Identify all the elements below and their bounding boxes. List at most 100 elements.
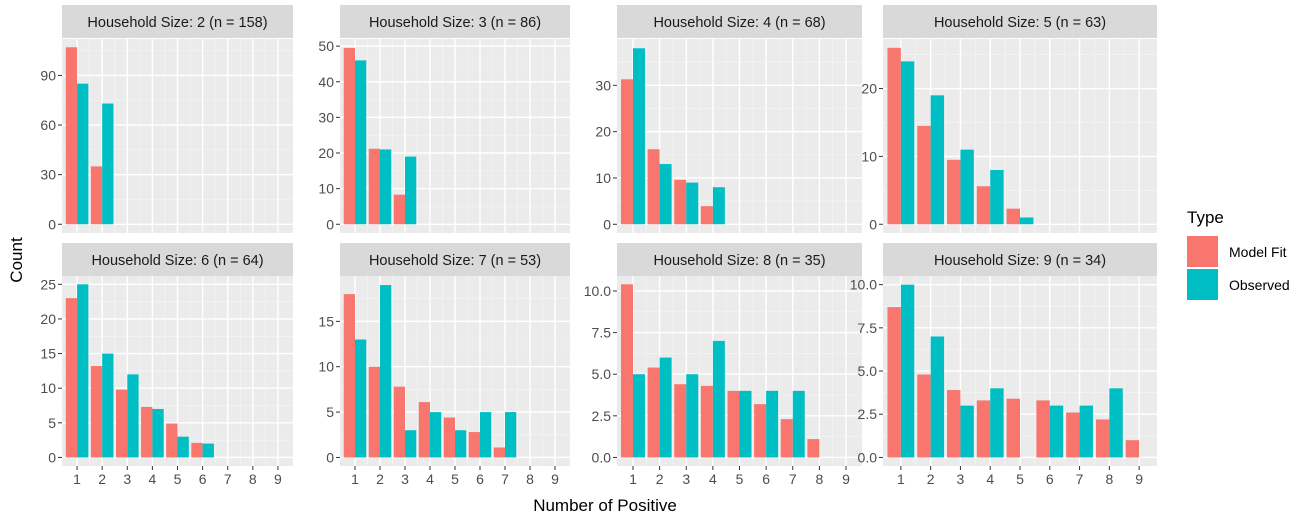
bar-observed: [632, 374, 645, 458]
bar-observed: [1020, 217, 1034, 225]
x-tick-label: 8: [1105, 471, 1113, 487]
facet-panel: Household Size: 2 (n = 158) 0 30 60 90: [40, 5, 293, 233]
bar-model-fit: [468, 432, 480, 458]
bar-model-fit: [393, 386, 405, 458]
bar-model-fit: [1095, 419, 1110, 458]
y-tick-label: 10.0: [850, 277, 877, 293]
bar-observed: [792, 390, 805, 458]
x-tick-label: 9: [842, 471, 850, 487]
bar-model-fit: [418, 402, 430, 458]
x-tick-label: 8: [815, 471, 823, 487]
facet-strip: [340, 5, 570, 38]
y-tick-label: 10: [40, 380, 56, 396]
bar-model-fit: [674, 179, 687, 225]
y-tick-label: 0: [869, 216, 877, 232]
x-tick-label: 1: [629, 471, 637, 487]
bar-model-fit: [368, 148, 380, 225]
bar-observed: [712, 340, 725, 458]
facet-strip: [883, 243, 1157, 276]
bar-model-fit: [166, 423, 178, 458]
x-tick-label: 2: [376, 471, 384, 487]
facet-panel: Household Size: 8 (n = 35) 0.0 2.5 5.0 7.5 10…: [584, 243, 862, 487]
bar-observed: [686, 182, 699, 225]
y-tick-label: 15: [40, 346, 56, 362]
bar-observed: [766, 390, 779, 458]
y-tick-label: 30: [318, 109, 334, 125]
bar-observed: [1079, 405, 1093, 458]
bar-observed: [900, 284, 915, 458]
x-tick-label: 7: [224, 471, 232, 487]
bar-model-fit: [1125, 440, 1140, 458]
bar-observed: [405, 430, 417, 458]
x-tick-label: 3: [123, 471, 131, 487]
x-tick-label: 1: [73, 471, 81, 487]
bar-observed: [930, 336, 945, 458]
legend-label: Observed: [1229, 277, 1290, 293]
x-axis-title: Number of Positive: [533, 496, 677, 515]
facet-panel: Household Size: 6 (n = 64) 0 5 10 15 20 25 1 2 3 4…: [40, 243, 293, 487]
bar-observed: [930, 95, 945, 225]
y-tick-label: 7.5: [592, 325, 612, 341]
y-tick-label: 40: [318, 74, 334, 90]
bar-model-fit: [65, 47, 78, 225]
facet-title: Household Size: 7 (n = 53): [369, 253, 541, 269]
bar-model-fit: [141, 406, 153, 458]
bar-observed: [177, 436, 189, 458]
x-tick-label: 9: [274, 471, 282, 487]
bar-observed: [990, 169, 1004, 225]
bar-observed: [380, 149, 392, 225]
x-tick-label: 9: [1135, 471, 1143, 487]
y-tick-label: 30: [40, 167, 56, 183]
bar-model-fit: [807, 439, 820, 458]
bar-model-fit: [780, 419, 793, 458]
bar-model-fit: [443, 417, 455, 458]
y-tick-label: 0: [326, 216, 334, 232]
y-tick-label: 0: [48, 449, 56, 465]
facet-strip: [883, 5, 1157, 38]
y-tick-label: 10: [318, 359, 334, 375]
y-tick-label: 10: [318, 181, 334, 197]
y-tick-label: 30: [595, 77, 611, 93]
facet-strip: [62, 5, 293, 38]
bar-observed: [455, 430, 467, 458]
y-tick-label: 20: [595, 124, 611, 140]
x-tick-label: 5: [736, 471, 744, 487]
bar-model-fit: [754, 404, 767, 458]
x-tick-label: 6: [1046, 471, 1054, 487]
bar-model-fit: [947, 159, 961, 225]
bar-model-fit: [976, 186, 991, 225]
bar-model-fit: [887, 47, 901, 225]
x-tick-label: 4: [986, 471, 994, 487]
x-tick-label: 6: [762, 471, 770, 487]
bar-observed: [430, 412, 442, 458]
facet-strip: [617, 5, 862, 38]
bar-model-fit: [1006, 208, 1020, 225]
bar-observed: [77, 284, 89, 458]
bar-model-fit: [976, 400, 991, 458]
facet-panel: Household Size: 3 (n = 86) 0 10 20 30 40 50: [318, 5, 570, 233]
y-tick-label: 5: [48, 415, 56, 431]
bar-model-fit: [917, 374, 931, 458]
bar-model-fit: [700, 385, 713, 458]
x-tick-label: 1: [897, 471, 905, 487]
facet-panel: Household Size: 5 (n = 63) 0 10 20: [861, 5, 1157, 233]
bar-observed: [380, 285, 392, 458]
bar-observed: [355, 339, 367, 458]
bar-observed: [77, 83, 89, 225]
y-tick-label: 10: [861, 148, 877, 164]
y-tick-label: 0: [326, 449, 334, 465]
bar-model-fit: [917, 125, 931, 225]
y-tick-label: 5.0: [592, 366, 612, 382]
x-tick-label: 4: [148, 471, 156, 487]
facet-strip: [617, 243, 862, 276]
x-tick-label: 3: [401, 471, 409, 487]
bar-observed: [1109, 388, 1123, 458]
facet-title: Household Size: 8 (n = 35): [653, 253, 825, 269]
legend-entries: Model Fit Observed: [1187, 236, 1290, 300]
facet-title: Household Size: 4 (n = 68): [653, 15, 825, 31]
bar-observed: [990, 388, 1004, 458]
y-axis-title: Count: [7, 237, 26, 283]
